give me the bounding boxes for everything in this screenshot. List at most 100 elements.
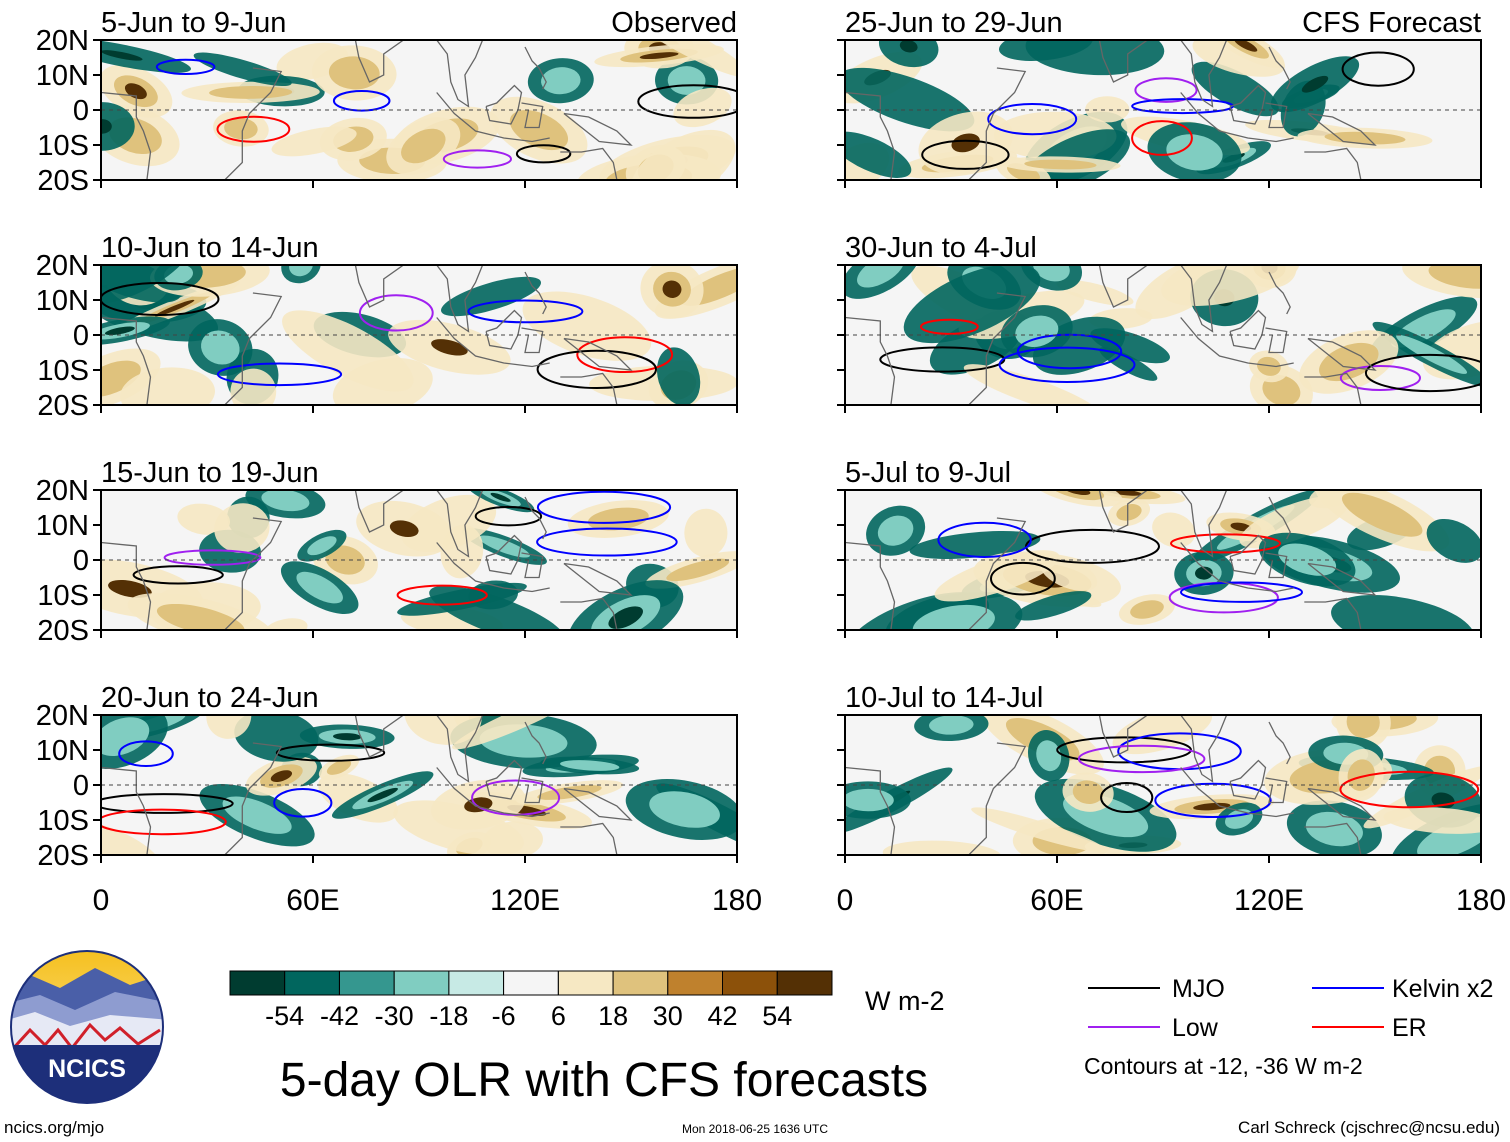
coastline [521, 552, 544, 579]
wet-anomaly [903, 265, 1041, 344]
y-tick-label: 10S [37, 355, 89, 387]
wet-anomaly-peak [367, 787, 398, 803]
map-panel: 10-Jul to 14-Jul [837, 682, 1482, 863]
coastline [1307, 562, 1377, 596]
dry-anomaly-core [1341, 492, 1423, 537]
dry-anomaly-core [1262, 374, 1301, 405]
dry-anomaly-core [1257, 356, 1281, 376]
y-tick-label: 0 [73, 95, 89, 127]
colorbar-swatch [229, 970, 286, 996]
coastline [302, 265, 405, 308]
coastline [1180, 767, 1294, 818]
coastline [101, 316, 152, 405]
coastline [1180, 542, 1294, 593]
filter-contour [1364, 353, 1481, 393]
colorbar-swatch [776, 970, 833, 996]
dry-anomaly [625, 40, 737, 78]
wet-anomaly-core [222, 796, 292, 834]
dry-anomaly-core [326, 759, 352, 775]
wet-anomaly-core [1033, 265, 1070, 282]
filter-contour [275, 743, 386, 762]
wet-anomaly-peak [333, 733, 362, 741]
coastline [1268, 271, 1291, 315]
wet-anomaly-core [857, 265, 905, 288]
coastline [101, 91, 152, 180]
coastline [1180, 40, 1229, 108]
filter-contour [937, 521, 1032, 559]
dry-anomaly-peak [1234, 40, 1258, 52]
dry-anomaly-core [101, 360, 141, 397]
coastline [1229, 759, 1267, 800]
y-tick-label: 10N [36, 735, 89, 767]
dry-anomaly-core [1428, 265, 1481, 289]
y-tick-label: 20S [37, 615, 89, 647]
wet-anomaly-core [929, 715, 974, 735]
coastline [563, 562, 633, 596]
filter-contour [637, 84, 737, 119]
filter-contour [1180, 581, 1303, 603]
wet-anomaly [1015, 591, 1092, 621]
filter-contour [101, 282, 220, 316]
y-tick-label: 10S [37, 805, 89, 837]
legend-label-low: Low [1172, 1014, 1219, 1042]
legend-label-er: ER [1392, 1014, 1427, 1042]
dry-anomaly [1112, 715, 1213, 755]
coastline [101, 541, 152, 630]
coastline [1268, 721, 1291, 765]
x-tick-label: 180 [1456, 884, 1506, 917]
colorbar-units: W m-2 [865, 986, 944, 1016]
x-tick-label: 180 [712, 884, 762, 917]
legend-label-mjo: MJO [1172, 975, 1225, 1003]
coastline [560, 597, 618, 630]
coastline [436, 265, 485, 333]
coastline [485, 309, 523, 350]
filter-contour [1339, 365, 1422, 391]
coastline [521, 777, 544, 804]
dry-anomaly-core [328, 56, 380, 90]
filter-contour [118, 740, 174, 768]
column-label: Observed [611, 7, 737, 39]
dry-anomaly [282, 310, 414, 392]
y-tick-label: 10N [36, 60, 89, 92]
coastline [302, 40, 405, 83]
coastline [1180, 715, 1229, 783]
x-tick-label: 120E [490, 884, 560, 917]
wet-anomaly-core [307, 536, 337, 556]
filter-contour [101, 808, 227, 836]
colorbar-swatch [393, 970, 450, 996]
y-tick-label: 20S [37, 390, 89, 422]
wet-anomaly-peak [1301, 75, 1329, 93]
x-tick-label: 60E [286, 884, 339, 917]
filter-contour [515, 144, 572, 164]
filter-contour [1077, 744, 1206, 774]
wet-anomaly-peak [101, 50, 143, 61]
wet-anomaly-core [541, 67, 581, 95]
dry-anomaly [1161, 265, 1300, 306]
coastline [436, 92, 550, 143]
y-tick-label: 0 [73, 770, 89, 802]
wet-anomaly [1426, 518, 1481, 563]
filter-contour [1134, 77, 1198, 103]
coastline [1180, 317, 1294, 368]
wet-anomaly [1025, 40, 1165, 76]
coastline [524, 721, 547, 765]
dry-anomaly [120, 367, 215, 405]
coastline [1046, 490, 1149, 533]
coastline [1307, 337, 1377, 371]
coastline [1180, 490, 1229, 558]
dry-anomaly [522, 291, 652, 361]
coastline [521, 327, 544, 354]
coastline [845, 316, 896, 405]
y-tick-label: 10S [37, 580, 89, 612]
dry-anomaly-core [1024, 159, 1097, 170]
coastline [436, 40, 485, 108]
filter-contour [576, 336, 674, 374]
y-tick-label: 20S [37, 840, 89, 872]
filter-contour [987, 103, 1078, 136]
coastline [845, 766, 896, 855]
coastline [521, 102, 544, 129]
colorbar-tick-label: -54 [265, 1001, 304, 1031]
